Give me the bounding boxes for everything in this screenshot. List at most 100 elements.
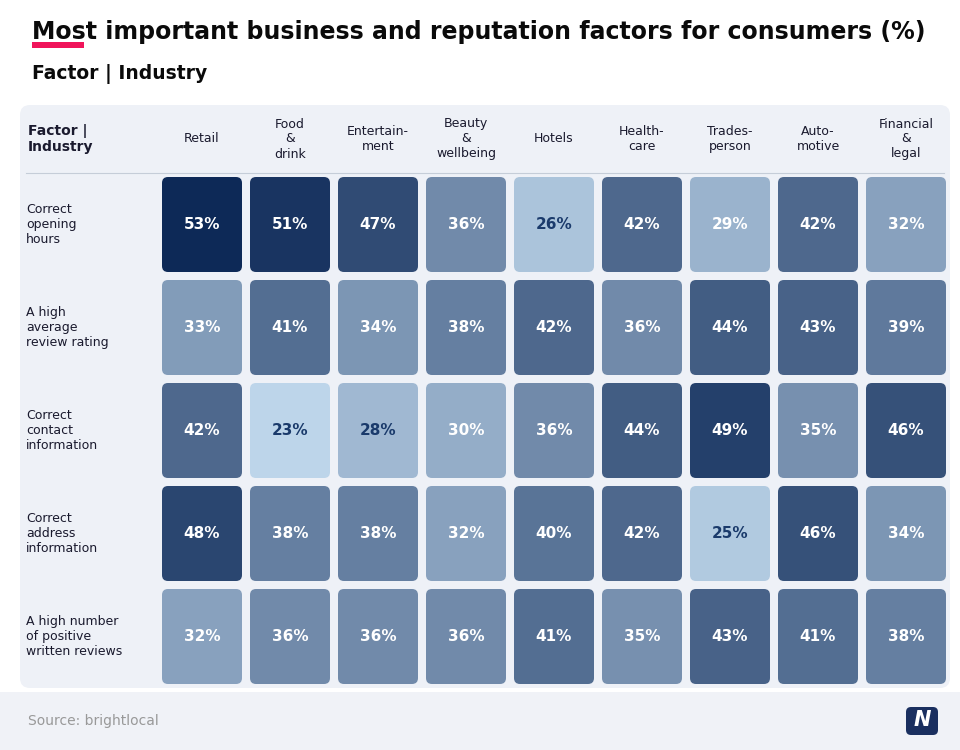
- Text: A high
average
review rating: A high average review rating: [26, 306, 108, 349]
- FancyBboxPatch shape: [338, 177, 418, 272]
- Text: 43%: 43%: [800, 320, 836, 335]
- FancyBboxPatch shape: [778, 383, 858, 478]
- Text: 44%: 44%: [711, 320, 748, 335]
- Text: Correct
address
information: Correct address information: [26, 512, 98, 555]
- FancyBboxPatch shape: [162, 486, 242, 581]
- FancyBboxPatch shape: [0, 692, 960, 750]
- Text: 39%: 39%: [888, 320, 924, 335]
- FancyBboxPatch shape: [778, 589, 858, 684]
- FancyBboxPatch shape: [866, 486, 946, 581]
- FancyBboxPatch shape: [250, 383, 330, 478]
- Text: 34%: 34%: [888, 526, 924, 541]
- Text: 41%: 41%: [272, 320, 308, 335]
- Text: 38%: 38%: [360, 526, 396, 541]
- FancyBboxPatch shape: [690, 280, 770, 375]
- FancyBboxPatch shape: [514, 589, 594, 684]
- Text: 40%: 40%: [536, 526, 572, 541]
- FancyBboxPatch shape: [426, 177, 506, 272]
- Text: 42%: 42%: [536, 320, 572, 335]
- Text: A high number
of positive
written reviews: A high number of positive written review…: [26, 615, 122, 658]
- Text: 48%: 48%: [183, 526, 220, 541]
- FancyBboxPatch shape: [866, 280, 946, 375]
- Text: 46%: 46%: [888, 423, 924, 438]
- Text: 35%: 35%: [624, 629, 660, 644]
- FancyBboxPatch shape: [426, 383, 506, 478]
- FancyBboxPatch shape: [602, 177, 682, 272]
- Text: Health-
care: Health- care: [619, 125, 665, 153]
- Text: Auto-
motive: Auto- motive: [797, 125, 840, 153]
- FancyBboxPatch shape: [690, 383, 770, 478]
- FancyBboxPatch shape: [426, 486, 506, 581]
- FancyBboxPatch shape: [162, 177, 242, 272]
- Text: 36%: 36%: [272, 629, 308, 644]
- Text: Trades-
person: Trades- person: [708, 125, 753, 153]
- FancyBboxPatch shape: [866, 177, 946, 272]
- Text: 33%: 33%: [183, 320, 220, 335]
- Text: N: N: [913, 710, 931, 730]
- FancyBboxPatch shape: [778, 486, 858, 581]
- Text: 28%: 28%: [360, 423, 396, 438]
- Text: 49%: 49%: [711, 423, 748, 438]
- Text: 35%: 35%: [800, 423, 836, 438]
- FancyBboxPatch shape: [690, 486, 770, 581]
- Text: 41%: 41%: [536, 629, 572, 644]
- Text: 44%: 44%: [624, 423, 660, 438]
- FancyBboxPatch shape: [514, 177, 594, 272]
- FancyBboxPatch shape: [426, 589, 506, 684]
- FancyBboxPatch shape: [778, 280, 858, 375]
- FancyBboxPatch shape: [866, 589, 946, 684]
- FancyBboxPatch shape: [338, 280, 418, 375]
- Text: 36%: 36%: [624, 320, 660, 335]
- Text: 42%: 42%: [800, 217, 836, 232]
- Text: Factor | Industry: Factor | Industry: [32, 64, 207, 84]
- Text: Beauty
&
wellbeing: Beauty & wellbeing: [436, 118, 496, 160]
- FancyBboxPatch shape: [514, 280, 594, 375]
- FancyBboxPatch shape: [778, 177, 858, 272]
- Text: Entertain-
ment: Entertain- ment: [347, 125, 409, 153]
- Text: 23%: 23%: [272, 423, 308, 438]
- Text: Food
&
drink: Food & drink: [275, 118, 306, 160]
- Text: 32%: 32%: [447, 526, 484, 541]
- FancyBboxPatch shape: [866, 383, 946, 478]
- Text: 36%: 36%: [447, 629, 484, 644]
- FancyBboxPatch shape: [690, 177, 770, 272]
- FancyBboxPatch shape: [250, 280, 330, 375]
- FancyBboxPatch shape: [906, 707, 938, 735]
- Text: 34%: 34%: [360, 320, 396, 335]
- FancyBboxPatch shape: [426, 280, 506, 375]
- Text: Source: brightlocal: Source: brightlocal: [28, 714, 158, 728]
- Text: 51%: 51%: [272, 217, 308, 232]
- FancyBboxPatch shape: [250, 589, 330, 684]
- Text: 36%: 36%: [360, 629, 396, 644]
- Text: Correct
contact
information: Correct contact information: [26, 409, 98, 452]
- Text: 38%: 38%: [447, 320, 484, 335]
- Text: 43%: 43%: [711, 629, 748, 644]
- Text: 26%: 26%: [536, 217, 572, 232]
- FancyBboxPatch shape: [602, 486, 682, 581]
- FancyBboxPatch shape: [514, 383, 594, 478]
- FancyBboxPatch shape: [338, 383, 418, 478]
- FancyBboxPatch shape: [690, 589, 770, 684]
- Text: 42%: 42%: [624, 217, 660, 232]
- FancyBboxPatch shape: [338, 589, 418, 684]
- Text: 41%: 41%: [800, 629, 836, 644]
- Text: Factor |
Industry: Factor | Industry: [28, 124, 93, 154]
- FancyBboxPatch shape: [514, 486, 594, 581]
- Text: 38%: 38%: [888, 629, 924, 644]
- FancyBboxPatch shape: [162, 280, 242, 375]
- FancyBboxPatch shape: [162, 589, 242, 684]
- Text: 36%: 36%: [536, 423, 572, 438]
- FancyBboxPatch shape: [250, 486, 330, 581]
- Text: Most important business and reputation factors for consumers (%): Most important business and reputation f…: [32, 20, 925, 44]
- FancyBboxPatch shape: [20, 105, 950, 688]
- FancyBboxPatch shape: [602, 383, 682, 478]
- FancyBboxPatch shape: [338, 486, 418, 581]
- Text: 38%: 38%: [272, 526, 308, 541]
- Text: Hotels: Hotels: [534, 133, 574, 146]
- Text: Retail: Retail: [184, 133, 220, 146]
- Text: Correct
opening
hours: Correct opening hours: [26, 203, 77, 246]
- FancyBboxPatch shape: [602, 280, 682, 375]
- FancyBboxPatch shape: [602, 589, 682, 684]
- Text: 42%: 42%: [624, 526, 660, 541]
- Text: 32%: 32%: [183, 629, 220, 644]
